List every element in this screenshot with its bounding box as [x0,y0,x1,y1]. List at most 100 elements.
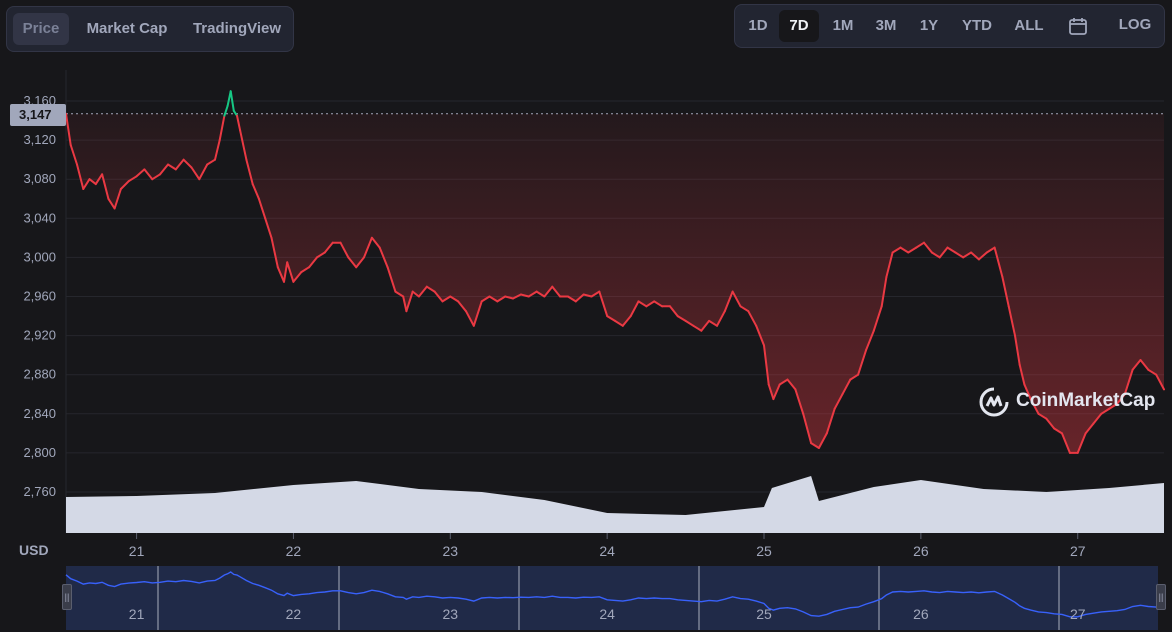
price-line-segment [378,246,389,269]
price-line-segment [394,290,405,298]
price-line-segment [206,158,216,166]
tab-price[interactable]: Price [13,13,69,45]
price-line-segment [1001,276,1010,308]
price-line-segment [1053,427,1063,435]
price-line-segment [985,246,996,254]
price-line-segment [480,295,491,303]
price-line-segment [543,285,554,298]
price-line-segment [1131,359,1142,371]
price-line-segment [676,315,687,322]
price-line-segment [645,300,656,308]
price-line-segment [190,166,201,181]
y-axis-ticks: 3,1603,1203,0803,0403,0002,9602,9202,880… [23,93,56,499]
price-line-segment [1023,383,1032,401]
range-ytd-button[interactable]: YTD [962,17,992,34]
price-line-segment [938,246,949,259]
log-scale-button[interactable]: LOG [1118,16,1152,33]
price-line-segment [182,158,193,169]
price-line-segment [283,261,289,283]
price-line-segment [417,285,428,298]
price-line-segments [65,90,1165,454]
x-tick-label: 24 [599,543,615,559]
x-tick-label: 25 [756,543,772,559]
price-line-segment [1155,373,1165,391]
price-line-segment [1076,432,1087,454]
price-line-segment [229,90,235,112]
price-line-segment [223,104,229,117]
price-line-segment [668,305,679,318]
price-line-segment [355,256,365,269]
price-line-segment [1123,368,1134,396]
price-line-segment [519,293,530,298]
price-line-segment [930,251,941,259]
range-navigator[interactable] [66,566,1158,630]
price-line-segment [1061,432,1071,454]
price-line-segment [441,295,452,303]
price-line-segment [457,300,467,313]
price-line-segment [778,378,789,386]
price-line-segment [825,407,836,435]
price-line-segment [276,266,285,283]
tab-tradingview[interactable]: TradingView [192,20,282,37]
price-line-segment [614,319,624,327]
price-line-segment [433,290,444,303]
price-line-segment [684,319,695,327]
price-line-segment [405,290,414,313]
price-line-segment [316,251,326,259]
price-line-segment [323,241,334,254]
price-line-segment [504,295,514,300]
price-line-segment [1108,403,1118,410]
price-line-segment [1147,368,1158,376]
y-tick-label: 2,920 [23,328,56,343]
price-line-segment [1029,398,1040,415]
time-range-selector: 1D 7D 1M 3M 1Y YTD ALL LOG [734,4,1165,48]
price-line-segment [1084,422,1095,435]
price-line-segment [637,300,648,308]
range-3m-button[interactable]: 3M [875,17,897,34]
price-line-segment [962,251,973,259]
navigator-selection[interactable] [66,566,1158,630]
price-line-segment [101,173,110,200]
navigator-left-handle[interactable]: || [62,584,72,610]
price-line-segment [308,256,318,269]
price-line-segment [723,290,734,313]
price-line-segment [880,276,888,308]
y-tick-label: 3,120 [23,132,56,147]
price-line-segment [339,241,350,259]
x-tick-label: 22 [286,543,302,559]
range-7d-button[interactable]: 7D [779,10,819,42]
price-line-segment [363,236,373,259]
price-line-segment [402,295,408,313]
price-line-segment [915,241,925,249]
tab-market-cap[interactable]: Market Cap [86,20,168,37]
price-line-segment [76,163,85,190]
price-line-segment [1045,417,1056,430]
price-line-segment [113,188,122,210]
price-line-segment [239,129,248,161]
navigator-right-handle[interactable]: || [1156,584,1166,610]
price-line-segment [88,178,97,186]
price-line-segment [857,349,867,376]
range-1m-button[interactable]: 1M [832,17,854,34]
price-line-segment [425,285,436,293]
price-line-segment [69,144,78,166]
price-line-segment [465,310,475,327]
price-line-segment [891,246,902,254]
price-line-segment [198,163,209,181]
price-line-segment [954,251,965,259]
price-line-segment [802,412,813,445]
calendar-button[interactable] [1061,10,1095,42]
range-1d-button[interactable]: 1D [748,17,768,34]
coinmarketcap-logo-icon [979,387,1009,417]
price-line-segment [1139,359,1150,371]
price-line-segment [739,305,750,313]
y-tick-label: 3,000 [23,249,56,264]
range-all-button[interactable]: ALL [1014,17,1044,34]
price-line-segment [767,383,775,401]
price-line-segment [833,393,844,410]
range-1y-button[interactable]: 1Y [919,17,939,34]
price-line-segment [885,251,894,278]
price-line-segment [127,175,138,183]
price-line-segment [763,344,770,386]
